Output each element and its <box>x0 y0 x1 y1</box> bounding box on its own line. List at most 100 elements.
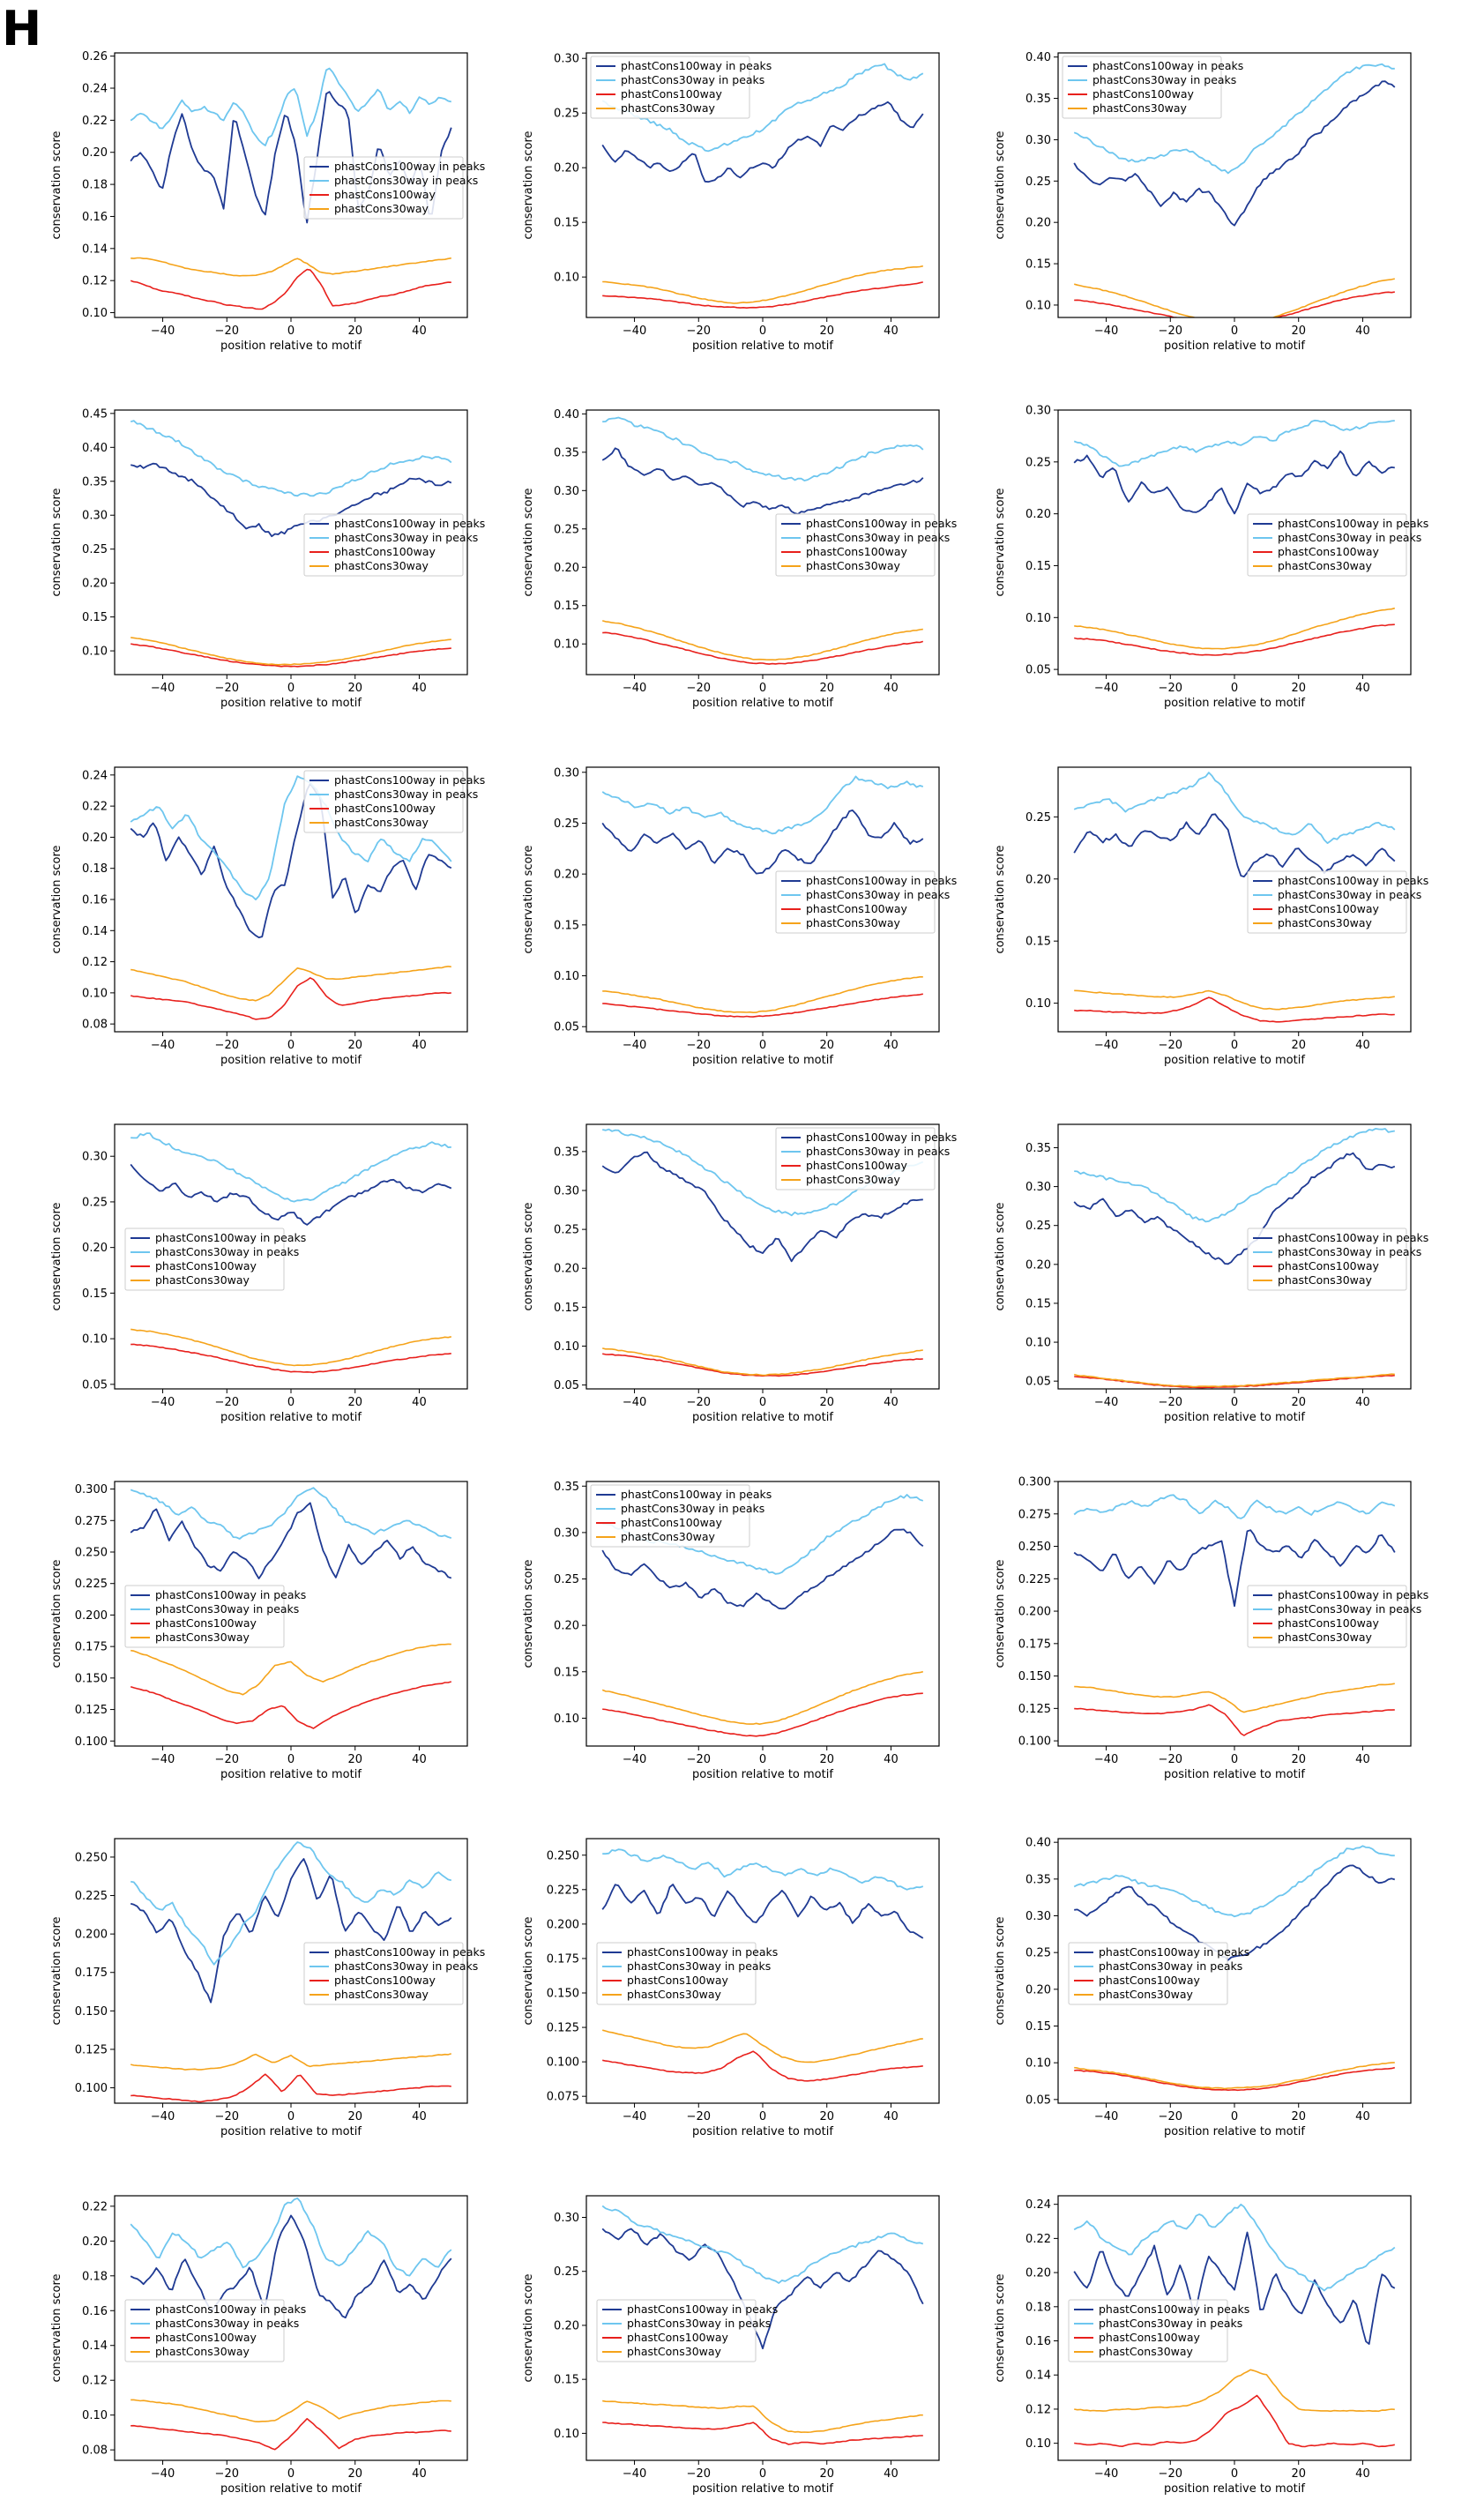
x-tick-label: 40 <box>884 325 899 338</box>
series-line-phastCons100way <box>602 631 924 665</box>
legend-entry-label: phastCons100way in peaks <box>334 1945 485 1959</box>
series-line-phastCons100way <box>131 2073 451 2103</box>
series-line-phastCons30way-in-peaks <box>130 775 452 901</box>
x-tick-label: −20 <box>1159 682 1182 695</box>
y-tick-label: 0.40 <box>554 408 579 422</box>
x-tick-label: −20 <box>1159 1396 1182 1409</box>
series-line-phastCons30way-in-peaks <box>131 1132 451 1203</box>
x-tick-label: −40 <box>623 1396 646 1409</box>
x-tick-label: 0 <box>759 1396 766 1409</box>
line-chart-panel: −40 −20 0 20 40 0.05 0.10 0.15 0.20 0.25 0.30 0.35 p… <box>503 1116 957 1433</box>
y-tick-label: 0.15 <box>554 217 579 230</box>
x-axis-label: position relative to motif <box>1164 697 1305 710</box>
x-tick-label: 40 <box>412 1396 427 1409</box>
y-tick-label: 0.20 <box>1025 2267 1051 2280</box>
x-tick-label: −40 <box>623 2467 646 2481</box>
legend-box <box>775 1127 936 1190</box>
x-tick-label: 0 <box>1231 325 1238 338</box>
x-tick-label: 40 <box>884 1753 899 1766</box>
y-tick-label: 0.20 <box>1025 217 1051 230</box>
y-tick-label: 0.20 <box>554 1263 579 1276</box>
x-axis-label: position relative to motif <box>692 340 833 353</box>
legend-entry-label: phastCons100way <box>627 2331 728 2344</box>
x-axis-label: position relative to motif <box>220 1054 362 1067</box>
x-tick-label: 40 <box>884 1039 899 1052</box>
line-chart-panel: −40 −20 0 20 40 0.08 0.10 0.12 0.14 0.16 0.18 0.20 0… <box>31 2187 481 2504</box>
y-tick-label: 0.10 <box>1025 997 1051 1011</box>
x-tick-label: −40 <box>151 2467 175 2481</box>
y-tick-label: 0.12 <box>1025 2403 1051 2416</box>
x-tick-label: 20 <box>1291 1753 1306 1766</box>
x-axis-label: position relative to motif <box>220 1768 362 1781</box>
y-tick-label: 0.250 <box>75 1851 108 1864</box>
legend-box <box>124 1585 285 1648</box>
legend-entry-label: phastCons100way <box>806 545 907 558</box>
y-tick-label: 0.18 <box>82 179 108 192</box>
x-axis-label: position relative to motif <box>1164 2125 1305 2138</box>
x-tick-label: 40 <box>412 2467 427 2481</box>
y-tick-label: 0.25 <box>554 817 579 831</box>
y-tick-label: 0.24 <box>82 83 108 96</box>
y-tick-label: 0.05 <box>82 1378 108 1392</box>
legend-entry-label: phastCons100way in peaks <box>806 517 957 530</box>
legend-entry-label: phastCons100way in peaks <box>806 874 957 887</box>
series-line-phastCons100way <box>602 2422 923 2445</box>
x-axis-label: position relative to motif <box>692 1768 833 1781</box>
legend-entry-label: phastCons100way <box>621 87 722 101</box>
series-line-phastCons30way-in-peaks <box>130 2197 452 2277</box>
x-tick-label: 40 <box>884 1396 899 1409</box>
y-axis-label: conservation score <box>522 488 535 596</box>
legend-entry-label: phastCons100way in peaks <box>627 2302 778 2316</box>
chart-svg: −40 −20 0 20 40 0.10 0.15 0.20 0.25 0.30 0.35 posit… <box>522 1481 940 1781</box>
y-tick-label: 0.15 <box>1025 560 1051 573</box>
y-tick-label: 0.200 <box>1018 1606 1051 1619</box>
legend-box <box>590 1484 750 1548</box>
y-tick-label: 0.225 <box>1018 1573 1051 1586</box>
legend-box <box>303 513 464 577</box>
y-tick-label: 0.25 <box>82 1196 108 1209</box>
y-tick-label: 0.15 <box>82 611 108 624</box>
legend-entry-label: phastCons30way <box>627 1988 722 2001</box>
line-chart-panel: −40 −20 0 20 40 0.075 0.100 0.125 0.150 0.175 0.20… <box>503 1830 952 2147</box>
y-axis-label: conservation score <box>994 131 1007 239</box>
series-line-phastCons100way-in-peaks <box>130 782 452 939</box>
y-tick-label: 0.20 <box>554 1620 579 1633</box>
y-tick-label: 0.20 <box>82 146 108 160</box>
y-tick-label: 0.10 <box>1025 299 1051 312</box>
y-tick-label: 0.250 <box>1018 1541 1051 1554</box>
y-tick-label: 0.20 <box>1025 508 1051 521</box>
x-tick-label: 0 <box>1231 682 1238 695</box>
legend-entry-label: phastCons100way in peaks <box>1278 1588 1428 1601</box>
legend-entry-label: phastCons30way in peaks <box>155 1602 299 1616</box>
chart-svg: −40 −20 0 20 40 0.05 0.10 0.15 0.20 0.25 0.30 posit… <box>522 766 957 1067</box>
x-tick-label: 20 <box>347 2110 362 2123</box>
y-tick-label: 0.08 <box>82 2444 108 2458</box>
legend-entry-label: phastCons100way in peaks <box>155 2302 306 2316</box>
legend-entry-label: phastCons30way <box>627 2345 722 2358</box>
legend-box <box>124 2299 285 2362</box>
x-tick-label: −40 <box>1094 325 1118 338</box>
y-tick-label: 0.10 <box>82 987 108 1000</box>
x-tick-label: 20 <box>1291 2110 1306 2123</box>
legend-box <box>596 2299 757 2362</box>
y-tick-label: 0.14 <box>82 243 108 256</box>
line-chart-panel: −40 −20 0 20 40 0.10 0.15 0.20 0.25 0.30 position … <box>503 2187 952 2504</box>
chart-svg: −40 −20 0 20 40 0.08 0.10 0.12 0.14 0.16 0.18 0.20 0… <box>50 766 485 1067</box>
series-line-phastCons100way-in-peaks <box>601 1884 924 1939</box>
y-tick-label: 0.150 <box>75 1672 108 1685</box>
series-line-phastCons100way-in-peaks <box>1073 2231 1396 2346</box>
y-tick-label: 0.30 <box>554 1185 579 1198</box>
x-tick-label: 20 <box>347 2467 362 2481</box>
y-tick-label: 0.10 <box>82 307 108 320</box>
chart-svg: −40 −20 0 20 40 0.10 0.15 0.20 0.25 0.30 0.35 0.40 p… <box>994 51 1412 353</box>
x-tick-label: 20 <box>347 682 362 695</box>
series-line-phastCons100way-in-peaks <box>1073 1529 1396 1608</box>
legend-entry-label: phastCons100way <box>1099 2331 1200 2344</box>
x-tick-label: 0 <box>287 1753 295 1766</box>
legend-entry-label: phastCons30way <box>806 1173 901 1186</box>
